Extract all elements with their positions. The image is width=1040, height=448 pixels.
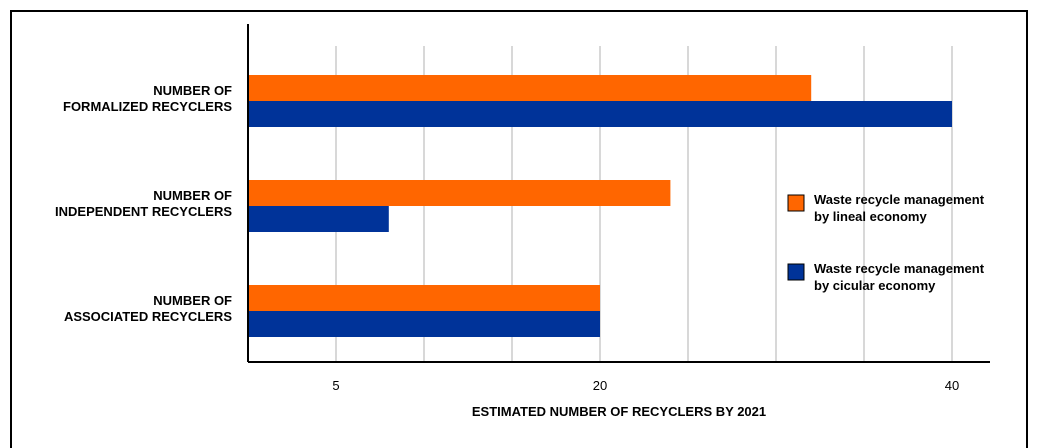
category-label-line: NUMBER OF xyxy=(153,188,232,203)
legend-label: Waste recycle management by cicular econo… xyxy=(814,261,985,293)
category-label: NUMBER OF FORMALIZED RECYCLERS xyxy=(63,83,232,114)
legend-label-line: Waste recycle management xyxy=(814,192,985,207)
tick-labels: 5 20 40 xyxy=(332,378,959,393)
bar xyxy=(248,206,389,232)
legend-label: Waste recycle management by lineal econom… xyxy=(814,192,985,224)
category-label-line: INDEPENDENT RECYCLERS xyxy=(55,204,232,219)
chart-frame xyxy=(10,10,1028,448)
x-axis-title: ESTIMATED NUMBER OF RECYCLERS BY 2021 xyxy=(472,404,766,419)
category-label: NUMBER OF INDEPENDENT RECYCLERS xyxy=(55,188,232,219)
legend-label-line: by cicular economy xyxy=(814,278,936,293)
bar xyxy=(248,311,600,337)
legend-label-line: by lineal economy xyxy=(814,209,927,224)
category-label-line: ASSOCIATED RECYCLERS xyxy=(64,309,232,324)
category-label-line: NUMBER OF xyxy=(153,83,232,98)
tick-label: 20 xyxy=(593,378,607,393)
bar xyxy=(248,285,600,311)
tick-label: 40 xyxy=(945,378,959,393)
legend: Waste recycle management by lineal econom… xyxy=(787,192,985,293)
axes xyxy=(247,24,990,363)
legend-swatch xyxy=(787,194,805,212)
category-label: NUMBER OF ASSOCIATED RECYCLERS xyxy=(64,293,232,324)
bars xyxy=(248,75,952,337)
category-label-line: NUMBER OF xyxy=(153,293,232,308)
legend-swatch xyxy=(787,263,805,281)
bar xyxy=(248,75,812,101)
bar xyxy=(248,101,952,127)
category-label-line: FORMALIZED RECYCLERS xyxy=(63,99,232,114)
legend-label-line: Waste recycle management xyxy=(814,261,985,276)
tick-label: 5 xyxy=(332,378,339,393)
bar xyxy=(248,180,671,206)
